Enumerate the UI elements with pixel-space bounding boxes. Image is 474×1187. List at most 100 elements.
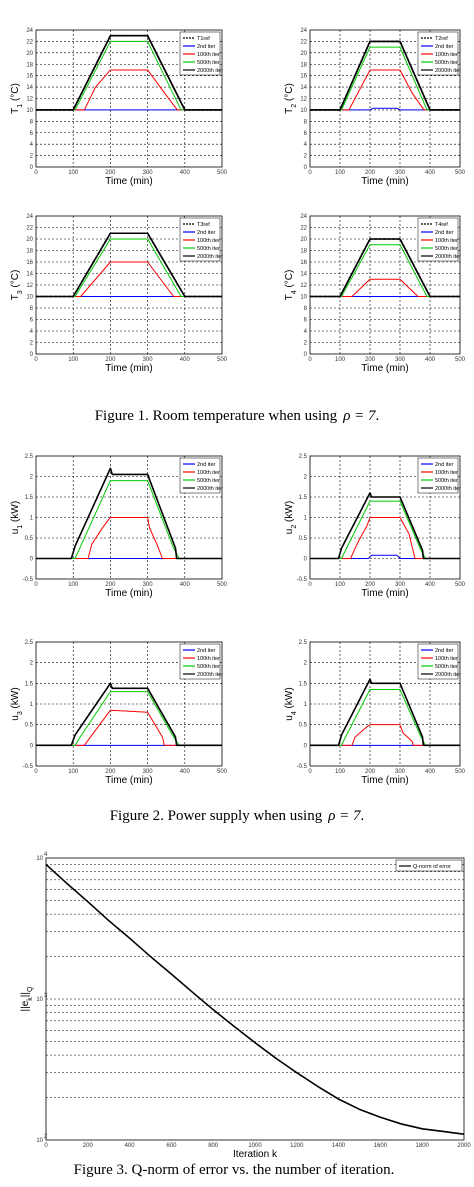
- y-tick-label: 8: [304, 306, 308, 312]
- y-tick-label: 20: [300, 237, 307, 243]
- y-tick-label: 2: [304, 341, 308, 347]
- x-tick-label: 400: [180, 769, 191, 775]
- caption-symbol: ρ = 7: [328, 808, 361, 824]
- y-tick-label: 18: [300, 62, 307, 68]
- figure-1-caption: Figure 1. Room temperature when using ρ =…: [0, 408, 474, 425]
- x-tick-label: 100: [68, 769, 79, 775]
- x-tick-label: 100: [335, 769, 346, 775]
- series-line-ref: [45, 863, 465, 1135]
- legend-label: 2000th iter: [435, 254, 461, 260]
- y-tick-label: 8: [30, 119, 34, 125]
- legend-label: 100th iter: [435, 52, 458, 58]
- y-tick-label: 1.5: [25, 681, 34, 687]
- x-tick-label: 600: [166, 1143, 177, 1149]
- legend-label: 100th iter: [197, 238, 220, 244]
- x-tick-label: 400: [180, 582, 191, 588]
- y-tick-label: 10: [36, 1138, 43, 1144]
- x-tick-label: 0: [308, 582, 312, 588]
- y-tick-label: 2: [304, 661, 308, 667]
- legend-label: 500th iter: [435, 478, 458, 484]
- y-tick-label: 24: [300, 214, 307, 220]
- legend-label: 2nd iter: [435, 44, 454, 50]
- y-tick-label: 0: [30, 165, 34, 171]
- series-line-iter100: [310, 278, 460, 297]
- x-tick-label: 800: [208, 1143, 219, 1149]
- y-tick-label: 10: [26, 108, 33, 114]
- series-line-iter2: [310, 554, 460, 559]
- x-tick-label: 100: [68, 170, 79, 176]
- y-tick-label: 16: [300, 74, 307, 80]
- y-tick-label: -0.5: [23, 764, 34, 770]
- y-tick-label: 2: [30, 475, 34, 481]
- y-axis-label: T3 (°C): [10, 270, 24, 301]
- x-tick-label: 100: [68, 357, 79, 363]
- y-tick-label: 1.5: [25, 495, 34, 501]
- y-tick-label: 0.5: [25, 723, 34, 729]
- y-tick-label: -0.5: [297, 577, 308, 583]
- legend-label: 500th iter: [435, 664, 458, 670]
- x-tick-label: 200: [365, 769, 376, 775]
- y-tick-label: 0.5: [299, 723, 308, 729]
- x-tick-label: 500: [217, 357, 228, 363]
- y-tick-label: 1: [30, 702, 34, 708]
- x-tick-label: 1200: [290, 1143, 304, 1149]
- x-tick-label: 0: [44, 1143, 48, 1149]
- series-line-iter2000: [310, 492, 460, 560]
- y-tick-label: 20: [26, 237, 33, 243]
- x-tick-label: 400: [425, 582, 436, 588]
- y-tick-label: -0.5: [23, 577, 34, 583]
- x-tick-label: 0: [308, 357, 312, 363]
- y-tick-label: 8: [30, 306, 34, 312]
- x-tick-label: 300: [143, 170, 154, 176]
- y-tick-label: 14: [26, 85, 33, 91]
- x-axis-label: Time (min): [361, 588, 408, 599]
- x-axis-label: Time (min): [105, 363, 152, 374]
- legend-label: 2000th iter: [197, 486, 223, 492]
- y-tick-label: 24: [300, 28, 307, 34]
- series-line-iter2000: [310, 238, 460, 298]
- y-tick-label: 16: [26, 260, 33, 266]
- y-tick-label: 12: [300, 283, 307, 289]
- caption-symbol: ρ = 7: [343, 408, 376, 424]
- x-tick-label: 500: [455, 582, 466, 588]
- y-axis-label: u2 (kW): [284, 501, 298, 534]
- y-tick-label: 10: [300, 295, 307, 301]
- y-tick-label: 2.5: [25, 454, 34, 460]
- y-tick-label: 18: [26, 249, 33, 255]
- y-tick-label: 1: [304, 702, 308, 708]
- x-tick-label: 500: [217, 582, 228, 588]
- y-tick-exponent: 4: [44, 852, 48, 858]
- legend-label: 2nd iter: [435, 230, 454, 236]
- y-tick-label: 1.5: [299, 681, 308, 687]
- y-tick-exponent: 2: [44, 1134, 48, 1140]
- x-tick-label: 500: [455, 769, 466, 775]
- y-axis-label: u4 (kW): [284, 687, 298, 720]
- legend-label: 2000th iter: [197, 254, 223, 260]
- legend-label: 2000th iter: [435, 672, 461, 678]
- x-tick-label: 100: [335, 582, 346, 588]
- y-tick-label: 0: [304, 352, 308, 358]
- x-tick-label: 100: [335, 357, 346, 363]
- y-tick-label: 1: [30, 516, 34, 522]
- y-tick-label: 8: [304, 119, 308, 125]
- x-tick-label: 400: [180, 170, 191, 176]
- legend-label: 500th iter: [435, 60, 458, 66]
- legend-label: 2nd iter: [197, 462, 216, 468]
- x-tick-label: 1400: [332, 1143, 346, 1149]
- series-line-iter100: [36, 69, 222, 111]
- y-tick-label: 16: [26, 74, 33, 80]
- x-axis-label: Time (min): [105, 588, 152, 599]
- series-line-iter100: [310, 517, 460, 559]
- series-line-iter2000: [36, 34, 222, 111]
- y-tick-label: 0: [304, 557, 308, 563]
- x-tick-label: 200: [105, 170, 116, 176]
- series-line-iter2000: [36, 682, 222, 747]
- legend-label: 100th iter: [197, 470, 220, 476]
- legend-label: 2nd iter: [197, 44, 216, 50]
- legend-label: 2nd iter: [435, 462, 454, 468]
- x-tick-label: 300: [143, 769, 154, 775]
- y-tick-label: 12: [300, 97, 307, 103]
